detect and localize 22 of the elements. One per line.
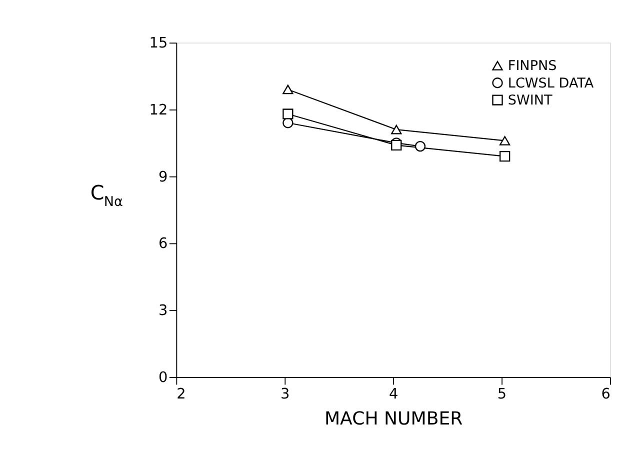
point	[282, 84, 294, 94]
y-tick-label: 12	[149, 102, 168, 118]
y-tick-label: 15	[149, 36, 168, 52]
point	[500, 136, 510, 146]
legend-label: FINPNS	[508, 58, 557, 74]
point	[414, 140, 426, 152]
x-tick-label: 3	[280, 386, 290, 402]
x-axis-title: MACH NUMBER	[324, 408, 464, 430]
y-tick-label: 9	[158, 169, 168, 186]
legend-label: LCWSL DATA	[508, 75, 594, 92]
y-tick-label: 0	[158, 370, 168, 386]
x-tick-label: 2	[176, 386, 186, 402]
point	[391, 140, 402, 151]
point	[282, 108, 294, 120]
legend-label: SWINT	[508, 92, 554, 109]
y-tick-label: 6	[158, 236, 168, 252]
x-tick-label: 6	[601, 386, 610, 402]
x-tick-label: 5	[497, 386, 507, 402]
x-tick-label: 4	[388, 386, 398, 402]
point	[391, 124, 402, 134]
point	[500, 151, 510, 162]
y-tick-label: 3	[158, 303, 168, 320]
